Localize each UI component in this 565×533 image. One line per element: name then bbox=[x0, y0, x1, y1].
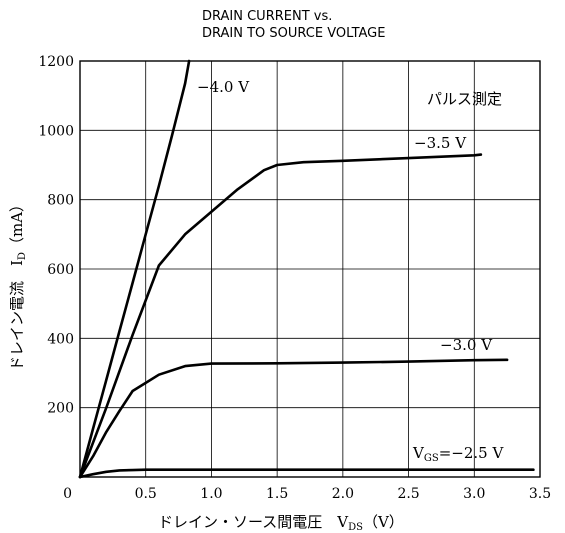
plot-frame bbox=[79, 60, 541, 478]
y-axis-ticks: 200 400 600 800 1000 1200 bbox=[38, 54, 74, 417]
x-axis-ticks: 0 0.5 1.0 1.5 2.0 2.5 3.0 3.5 bbox=[63, 486, 551, 502]
x-tick-label: 3.0 bbox=[463, 486, 485, 502]
series-label-vgs-main: V bbox=[412, 444, 425, 462]
y-tick-label: 600 bbox=[47, 262, 74, 278]
y-axis-label-unit: （mA） bbox=[8, 197, 26, 252]
series-label-vgs: VGS=−2.5 V bbox=[412, 444, 504, 464]
x-axis-label-sub: DS bbox=[348, 522, 363, 533]
y-tick-label: 800 bbox=[47, 193, 74, 209]
series-label-2: −3.5 V bbox=[414, 134, 467, 152]
y-tick-label: 400 bbox=[47, 331, 74, 347]
x-axis-label: ドレイン・ソース間電圧 VDS（V） bbox=[158, 513, 404, 533]
series-line-3 bbox=[78, 358, 509, 479]
y-tick-label: 200 bbox=[47, 401, 74, 417]
x-axis-label-unit: （V） bbox=[363, 513, 404, 531]
x-tick-label: 1.5 bbox=[266, 486, 288, 502]
x-tick-label: 2.0 bbox=[332, 486, 354, 502]
chart-title-line-2: DRAIN TO SOURCE VOLTAGE bbox=[202, 26, 385, 41]
y-axis-label-sub: D bbox=[17, 252, 28, 260]
series-label-1: −4.0 V bbox=[197, 78, 250, 96]
x-tick-label: 1.0 bbox=[200, 486, 222, 502]
grid bbox=[80, 61, 540, 477]
series-line-4 bbox=[78, 468, 535, 479]
series-label-vgs-sub: GS bbox=[424, 453, 439, 464]
chart-title: DRAIN CURRENT vs. DRAIN TO SOURCE VOLTAG… bbox=[202, 9, 385, 41]
x-tick-label: 3.5 bbox=[529, 486, 551, 502]
chart-title-line-1: DRAIN CURRENT vs. bbox=[202, 9, 332, 24]
x-tick-label: 2.5 bbox=[397, 486, 419, 502]
series-line-1 bbox=[78, 59, 191, 479]
y-tick-label: 1200 bbox=[38, 54, 74, 70]
y-axis-label-main: ドレイン電流 I bbox=[8, 260, 26, 371]
series-label-vgs-value: =−2.5 V bbox=[439, 444, 505, 462]
y-tick-label: 1000 bbox=[38, 123, 74, 139]
series-label-3: −3.0 V bbox=[440, 336, 493, 354]
x-tick-label: 0 bbox=[63, 486, 72, 502]
annotation-pulse-measurement: パルス測定 bbox=[427, 90, 502, 108]
y-axis-label: ドレイン電流 ID（mA） bbox=[8, 197, 28, 371]
x-tick-label: 0.5 bbox=[135, 486, 157, 502]
x-axis-label-main: ドレイン・ソース間電圧 V bbox=[158, 513, 349, 531]
series-labels: −4.0 V −3.5 V −3.0 V VGS=−2.5 V bbox=[197, 78, 504, 464]
series-lines bbox=[78, 59, 535, 479]
series-line-2 bbox=[78, 153, 483, 479]
